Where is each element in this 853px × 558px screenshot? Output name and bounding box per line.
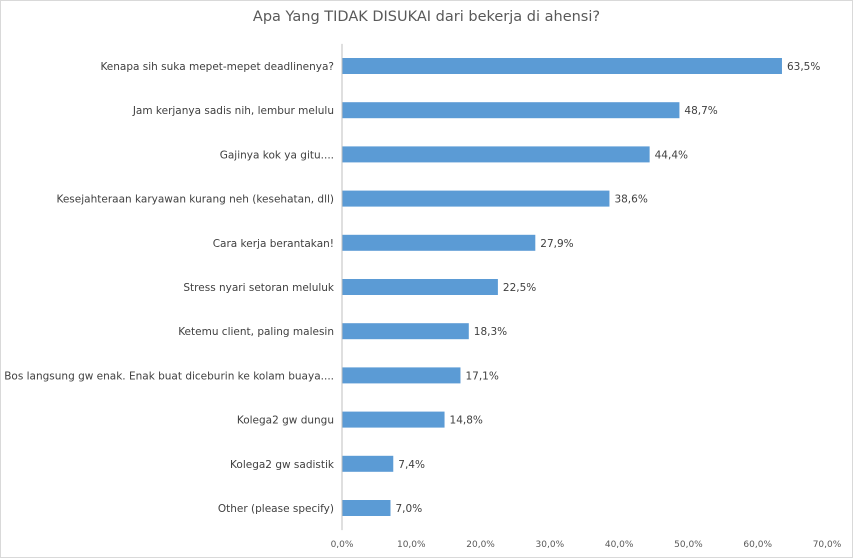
x-tick-labels: 0,0% 10,0% 20,0% 30,0% 40,0% 50,0% 60,0% 70,0% xyxy=(331,540,842,550)
category-label-6: Ketemu client, paling malesin xyxy=(178,326,334,338)
bar-7 xyxy=(342,367,461,384)
bar-1 xyxy=(342,102,680,119)
bar-5 xyxy=(342,279,498,295)
bar-9 xyxy=(342,455,394,472)
value-label-7: 17,1% xyxy=(465,370,498,382)
value-label-6: 18,3% xyxy=(474,326,507,338)
value-label-1: 48,7% xyxy=(684,105,717,117)
value-label-4: 27,9% xyxy=(540,238,573,250)
bar-8 xyxy=(342,411,445,428)
x-tick-label-3: 30,0% xyxy=(536,540,565,550)
x-tick-label-4: 40,0% xyxy=(605,540,634,550)
bar-4 xyxy=(342,234,536,251)
chart-title: Apa Yang TIDAK DISUKAI dari bekerja di a… xyxy=(252,9,601,25)
category-label-2: Gajinya kok ya gitu.... xyxy=(220,149,334,161)
bar-0 xyxy=(342,58,782,74)
value-label-9: 7,4% xyxy=(398,459,425,471)
x-tick-label-0: 0,0% xyxy=(331,540,354,550)
category-label-9: Kolega2 gw sadistik xyxy=(230,459,335,471)
value-label-0: 63,5% xyxy=(787,61,820,73)
x-tick-label-5: 50,0% xyxy=(674,540,703,550)
category-label-7: Bos langsung gw enak. Enak buat diceburi… xyxy=(4,370,334,382)
category-labels: Kenapa sih suka mepet-mepet deadlinenya?… xyxy=(4,61,335,515)
bar-3 xyxy=(342,190,610,207)
value-label-2: 44,4% xyxy=(655,149,688,161)
bar-10 xyxy=(342,500,391,516)
category-label-5: Stress nyari setoran meluluk xyxy=(183,282,335,294)
category-label-1: Jam kerjanya sadis nih, lembur melulu xyxy=(132,105,334,117)
bar-6 xyxy=(342,323,469,340)
category-label-10: Other (please specify) xyxy=(218,503,334,515)
x-tick-label-2: 20,0% xyxy=(466,540,495,550)
value-label-8: 14,8% xyxy=(450,415,483,427)
category-label-4: Cara kerja berantakan! xyxy=(213,238,334,250)
x-tick-label-6: 60,0% xyxy=(743,540,772,550)
x-tick-label-1: 10,0% xyxy=(397,540,426,550)
category-label-0: Kenapa sih suka mepet-mepet deadlinenya? xyxy=(100,61,334,73)
value-label-3: 38,6% xyxy=(614,194,647,206)
x-tick-label-7: 70,0% xyxy=(813,540,842,550)
value-label-10: 7,0% xyxy=(396,503,423,515)
bars-group xyxy=(342,58,782,516)
category-label-8: Kolega2 gw dungu xyxy=(237,415,334,427)
value-label-5: 22,5% xyxy=(503,282,536,294)
category-label-3: Kesejahteraan karyawan kurang neh (keseh… xyxy=(56,194,334,206)
bar-2 xyxy=(342,146,650,163)
value-labels: 63,5% 48,7% 44,4% 38,6% 27,9% 22,5% 18,3% 17,1%… xyxy=(396,61,821,515)
